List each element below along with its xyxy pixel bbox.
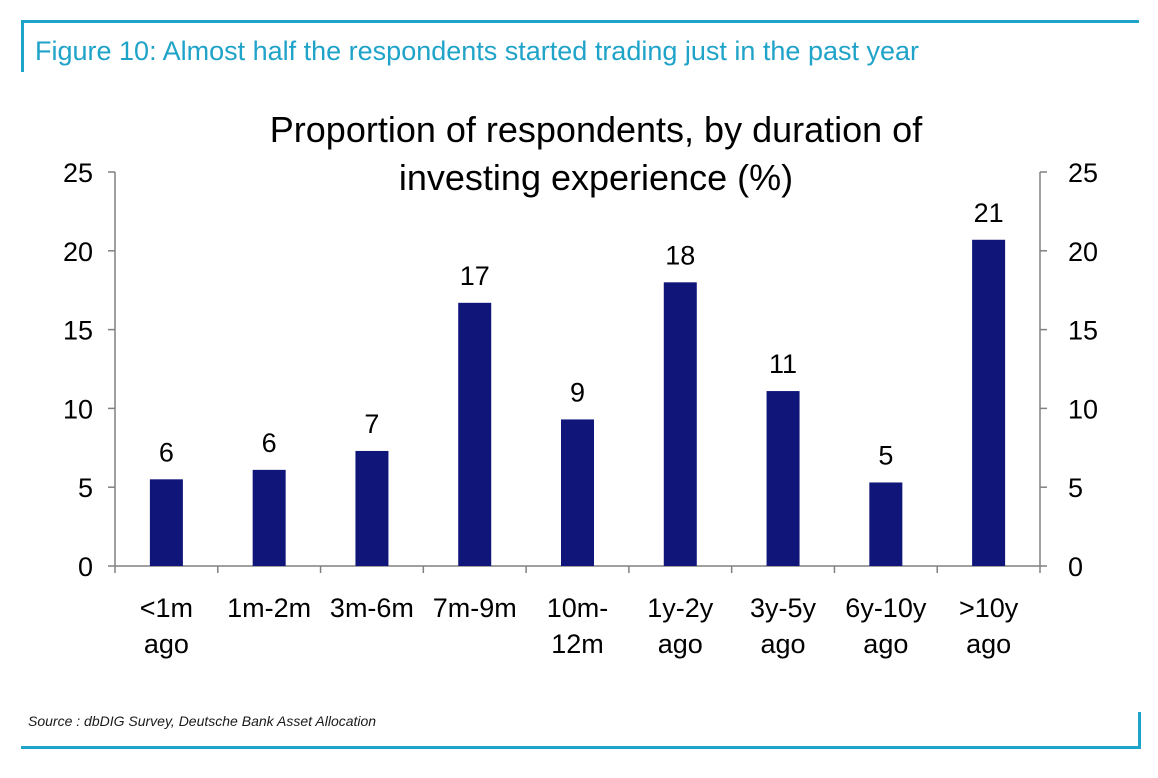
- chart-title: Proportion of respondents, by duration o…: [196, 106, 996, 202]
- bar: [972, 239, 1006, 566]
- data-label: 11: [769, 349, 797, 379]
- x-category-label: ago: [144, 629, 189, 659]
- data-label: 7: [364, 409, 379, 439]
- data-label: 18: [665, 240, 695, 270]
- y-tick-label-right: 20: [1068, 237, 1098, 267]
- y-tick-label-left: 20: [63, 237, 93, 267]
- y-tick-label-right: 15: [1068, 316, 1098, 346]
- data-label: 5: [878, 440, 893, 470]
- bar: [766, 391, 800, 566]
- x-category-label: 1m-2m: [227, 593, 311, 623]
- figure-heading: Figure 10: Almost half the respondents s…: [35, 36, 919, 66]
- x-category-label: ago: [966, 629, 1011, 659]
- bar: [663, 282, 697, 566]
- bar: [458, 302, 492, 566]
- bar: [149, 479, 183, 566]
- x-category-label: 6y-10y: [845, 593, 927, 623]
- x-category-label: ago: [761, 629, 806, 659]
- frame-top-rule: [21, 20, 1139, 23]
- data-label: 6: [262, 428, 277, 458]
- y-tick-label-left: 0: [78, 552, 93, 582]
- y-tick-label-left: 10: [63, 394, 93, 424]
- bar: [869, 482, 903, 566]
- x-category-label: 7m-9m: [433, 593, 517, 623]
- y-tick-label-left: 5: [78, 473, 93, 503]
- source-note: Source : dbDIG Survey, Deutsche Bank Ass…: [28, 713, 377, 729]
- y-tick-label-right: 0: [1068, 552, 1083, 582]
- bar: [252, 469, 286, 566]
- x-category-label: 10m-: [547, 593, 609, 623]
- y-tick-label-right: 25: [1068, 158, 1098, 188]
- bar: [355, 450, 389, 566]
- x-category-label: 3y-5y: [750, 593, 817, 623]
- x-category-label: 1y-2y: [647, 593, 714, 623]
- chart-title-line-2: investing experience (%): [398, 157, 794, 198]
- data-label: 6: [159, 437, 174, 467]
- chart-title-line-1: Proportion of respondents, by duration o…: [269, 109, 923, 150]
- data-label: 17: [460, 261, 490, 291]
- x-category-label: 3m-6m: [330, 593, 414, 623]
- x-category-label: <1m: [140, 593, 193, 623]
- y-tick-label-left: 15: [63, 316, 93, 346]
- x-category-label: 12m: [551, 629, 604, 659]
- bar: [561, 419, 594, 566]
- y-tick-label-right: 5: [1068, 473, 1083, 503]
- frame-right-rule: [1138, 712, 1141, 749]
- x-category-label: ago: [658, 629, 703, 659]
- data-label: 21: [974, 198, 1004, 228]
- y-tick-label-right: 10: [1068, 394, 1098, 424]
- data-label: 9: [570, 377, 585, 407]
- frame-bottom-rule: [21, 746, 1141, 749]
- y-tick-label-left: 25: [63, 158, 93, 188]
- x-category-label: >10y: [959, 593, 1019, 623]
- x-category-label: ago: [863, 629, 908, 659]
- frame-left-rule: [21, 20, 24, 72]
